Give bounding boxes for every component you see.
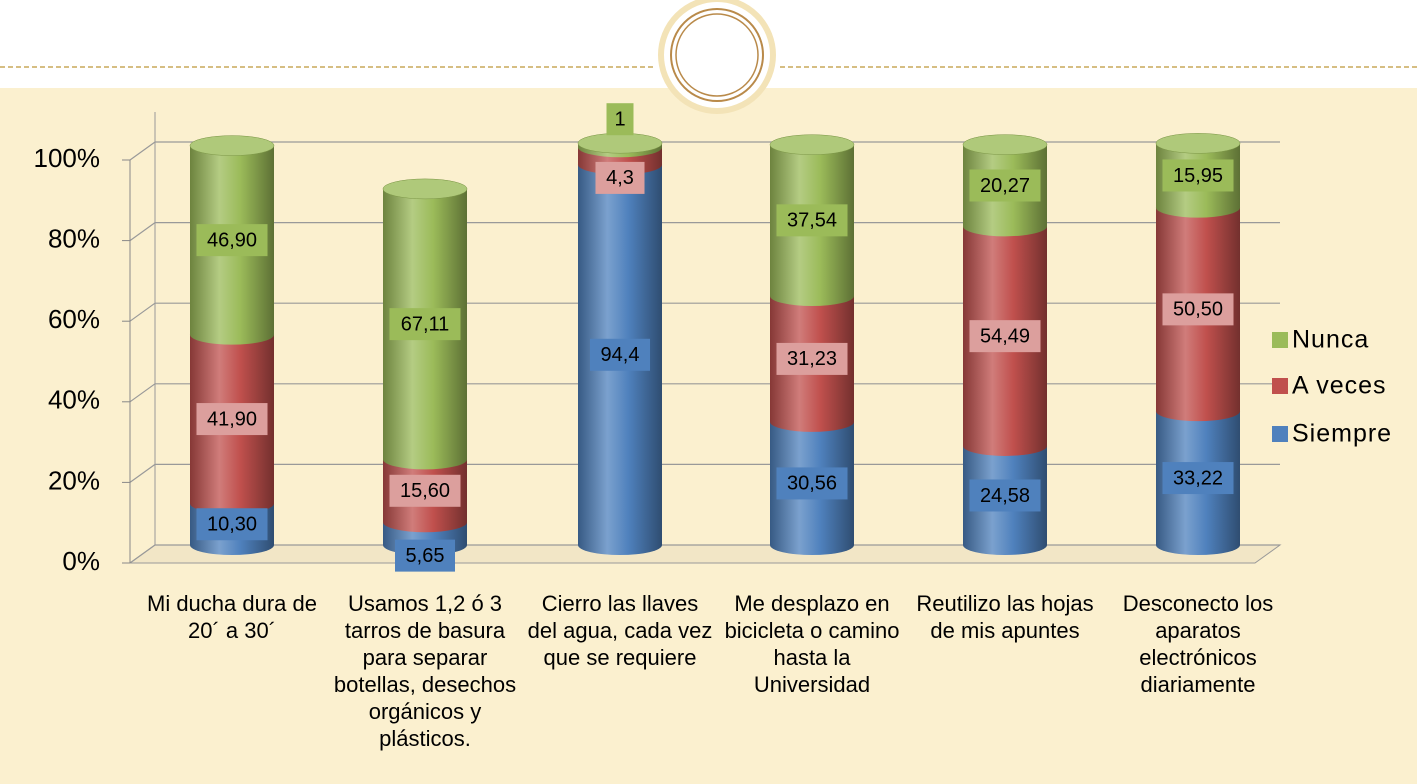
y-tick-label: 0% <box>62 546 100 576</box>
cylinder-cap <box>577 132 663 154</box>
value-label: 33,22 <box>1173 467 1223 489</box>
value-label-box <box>776 467 848 500</box>
value-label: 30,56 <box>787 473 837 495</box>
value-label-box <box>1162 293 1234 326</box>
value-label-box <box>606 103 634 136</box>
grid-line <box>129 463 1280 483</box>
ornament <box>670 8 764 102</box>
value-label-box <box>595 161 645 194</box>
cylinder-cap <box>189 135 275 156</box>
value-label-box <box>969 479 1041 512</box>
value-label-box <box>389 308 461 341</box>
value-label-box <box>590 338 650 371</box>
legend-swatch <box>1272 426 1288 442</box>
value-label-box <box>969 320 1041 353</box>
x-tick-label: Desconecto los aparatos electrónicos dia… <box>1122 591 1274 697</box>
legend-label: A veces <box>1292 372 1387 400</box>
x-tick-label: Usamos 1,2 ó 3 tarros de basura para sep… <box>333 591 517 751</box>
value-label: 5,65 <box>406 545 445 567</box>
ornament <box>675 13 759 97</box>
y-tick-label: 20% <box>48 465 100 495</box>
value-label-box <box>395 539 455 572</box>
legend-swatch <box>1272 332 1288 348</box>
value-label: 10,30 <box>207 514 257 536</box>
value-label: 31,23 <box>787 348 837 370</box>
y-tick-label: 60% <box>48 304 100 334</box>
value-label: 20,27 <box>980 175 1030 197</box>
value-label-box <box>1162 462 1234 495</box>
value-label-box <box>196 403 268 436</box>
value-label-box <box>196 224 268 257</box>
value-label: 67,11 <box>401 313 450 335</box>
grid-line <box>129 383 1280 403</box>
y-tick-label: 100% <box>34 143 101 173</box>
x-tick-label: Me desplazo en bicicleta o camino hasta … <box>724 591 900 697</box>
ornament <box>658 0 776 114</box>
cylinder-cap <box>769 134 855 155</box>
y-tick-label: 40% <box>48 385 100 415</box>
grid-line <box>129 302 1280 322</box>
cylinder-cap <box>1155 133 1241 154</box>
legend-swatch <box>1272 378 1288 394</box>
value-label: 24,58 <box>980 485 1030 507</box>
value-label-box <box>776 204 848 237</box>
cylinder-cap <box>382 178 468 200</box>
value-label: 37,54 <box>787 210 837 232</box>
value-label-box <box>1162 159 1234 192</box>
value-label-box <box>389 474 461 507</box>
x-tick-label: Mi ducha dura de 20´ a 30´ <box>147 591 317 643</box>
legend-label: Siempre <box>1292 420 1392 448</box>
grid-line <box>129 222 1280 242</box>
value-label: 1 <box>614 108 625 130</box>
value-label: 15,60 <box>400 480 450 502</box>
value-label: 94,4 <box>601 344 640 366</box>
grid-line <box>129 141 1280 161</box>
value-label-box <box>969 169 1041 202</box>
value-label-box <box>196 508 268 541</box>
value-label-box <box>776 342 848 375</box>
value-label: 15,95 <box>1173 165 1223 187</box>
floor <box>128 544 1282 564</box>
value-label: 4,3 <box>606 167 634 189</box>
legend-label: Nunca <box>1292 326 1369 354</box>
value-label: 50,50 <box>1173 299 1223 321</box>
x-tick-label: Cierro las llaves del agua, cada vez que… <box>527 591 713 670</box>
cylinder-cap <box>962 134 1048 155</box>
value-label: 46,90 <box>207 229 257 251</box>
value-label: 54,49 <box>980 325 1030 347</box>
value-label: 41,90 <box>207 408 257 430</box>
x-tick-label: Reutilizo las hojas de mis apuntes <box>916 591 1094 643</box>
y-tick-label: 80% <box>48 223 100 253</box>
